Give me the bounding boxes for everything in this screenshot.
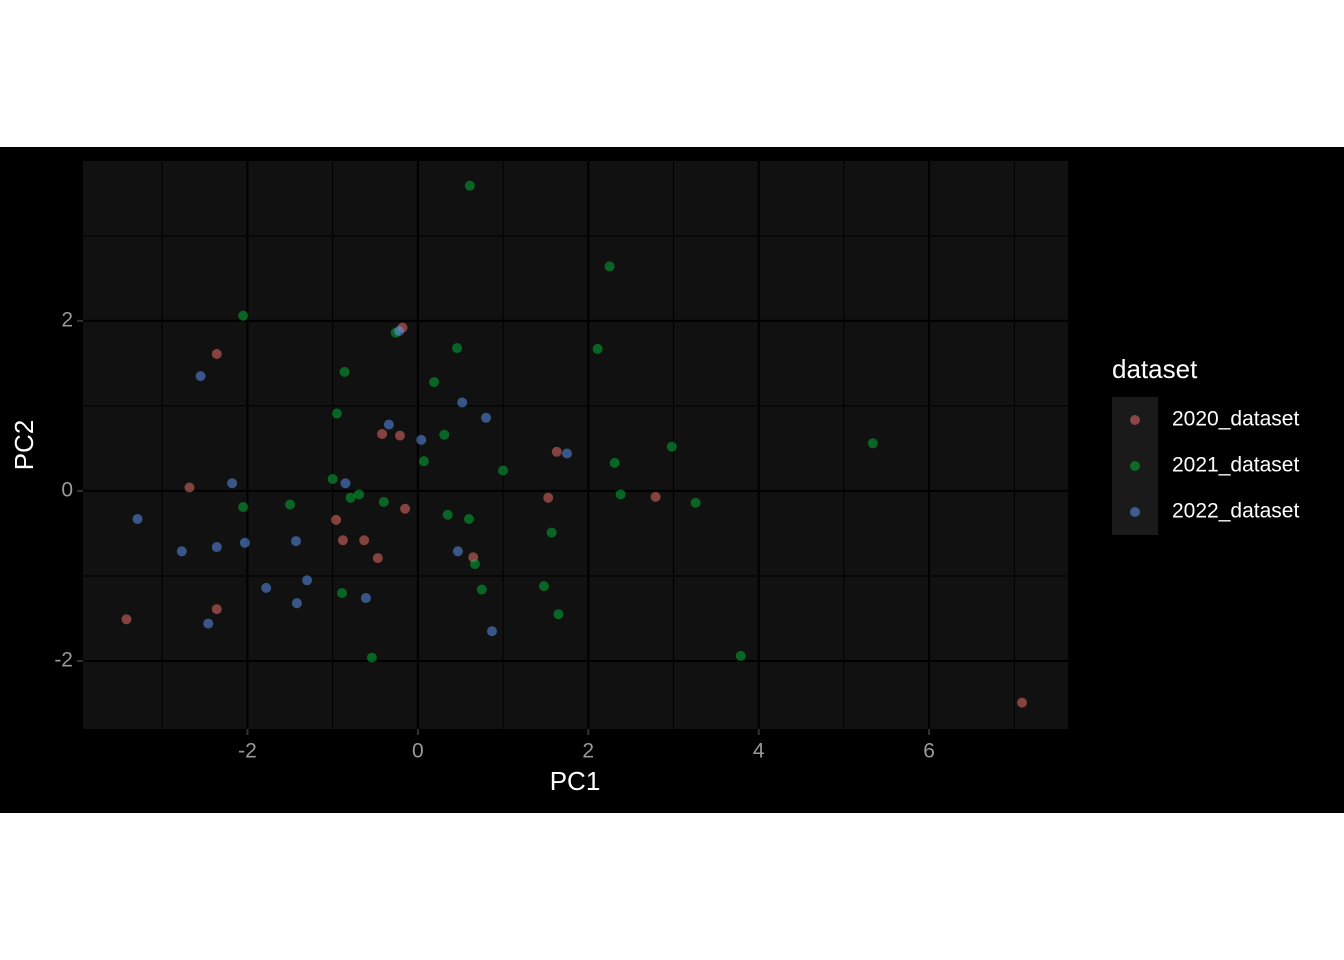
y-axis-label: PC2: [9, 420, 39, 471]
point: [463, 513, 474, 524]
point: [439, 429, 450, 440]
x-tick-label: 0: [412, 740, 424, 763]
point: [543, 492, 554, 503]
point: [592, 343, 603, 354]
point: [457, 397, 468, 408]
legend-label: 2021_dataset: [1172, 454, 1299, 477]
point: [360, 593, 371, 604]
x-tick-label: 6: [923, 740, 935, 763]
point: [339, 366, 350, 377]
point: [481, 412, 492, 423]
legend-label: 2022_dataset: [1172, 500, 1299, 523]
x-axis-label: PC1: [550, 766, 601, 796]
legend-label: 2020_dataset: [1172, 408, 1299, 431]
point: [867, 438, 878, 449]
point: [132, 513, 143, 524]
point: [429, 377, 440, 388]
point: [176, 546, 187, 557]
point: [1016, 697, 1027, 708]
point: [650, 491, 661, 502]
point: [735, 650, 746, 661]
point: [546, 527, 557, 538]
point: [464, 180, 475, 191]
point: [553, 609, 564, 620]
y-tick-label: 0: [61, 478, 73, 501]
point: [337, 535, 348, 546]
point: [211, 349, 222, 360]
point: [366, 652, 377, 663]
point: [604, 261, 615, 272]
point: [354, 489, 365, 500]
point: [331, 514, 342, 525]
point: [452, 343, 463, 354]
marks: [121, 180, 1027, 708]
point: [469, 559, 480, 570]
x-tick-label: 2: [582, 740, 594, 763]
point: [359, 535, 370, 546]
point: [442, 509, 453, 520]
x-tick-label: 4: [753, 740, 765, 763]
point: [416, 434, 427, 445]
point: [238, 502, 249, 513]
point: [337, 587, 348, 598]
point: [291, 598, 302, 609]
point: [327, 474, 338, 485]
legend: dataset 2020_dataset 2021_dataset 2022_dat…: [1112, 354, 1299, 535]
point: [666, 441, 677, 452]
point: [227, 478, 238, 489]
point: [394, 326, 405, 337]
point: [291, 536, 302, 547]
point: [615, 489, 626, 500]
point: [203, 618, 214, 629]
point: [551, 446, 562, 457]
point: [690, 497, 701, 508]
point: [238, 310, 249, 321]
point: [239, 537, 250, 548]
point: [121, 614, 132, 625]
point: [418, 456, 429, 467]
point: [476, 584, 487, 595]
point: [561, 448, 572, 459]
point: [400, 503, 411, 514]
point: [211, 542, 222, 553]
point: [340, 478, 351, 489]
point: [486, 626, 497, 637]
point: [195, 371, 206, 382]
point: [498, 465, 509, 476]
panel: [83, 161, 1068, 729]
point: [452, 546, 463, 557]
point: [538, 581, 549, 592]
point: [394, 430, 405, 441]
legend-title: dataset: [1112, 354, 1198, 384]
point: [184, 482, 195, 493]
x-tick-label: -2: [238, 740, 257, 763]
legend-key: [1130, 461, 1140, 471]
point: [211, 604, 222, 615]
point: [302, 575, 313, 586]
y-tick-label: -2: [54, 649, 73, 672]
legend-key: [1130, 415, 1140, 425]
point: [345, 492, 356, 503]
legend-key: [1130, 507, 1140, 517]
point: [609, 457, 620, 468]
point: [372, 553, 383, 564]
point: [331, 408, 342, 419]
point: [383, 419, 394, 430]
point: [377, 428, 388, 439]
grid: -2 0 2 4 6 -2 0 2: [54, 161, 1068, 763]
point: [378, 496, 389, 507]
y-tick-label: 2: [61, 308, 73, 331]
point: [285, 499, 296, 510]
point: [261, 582, 272, 593]
